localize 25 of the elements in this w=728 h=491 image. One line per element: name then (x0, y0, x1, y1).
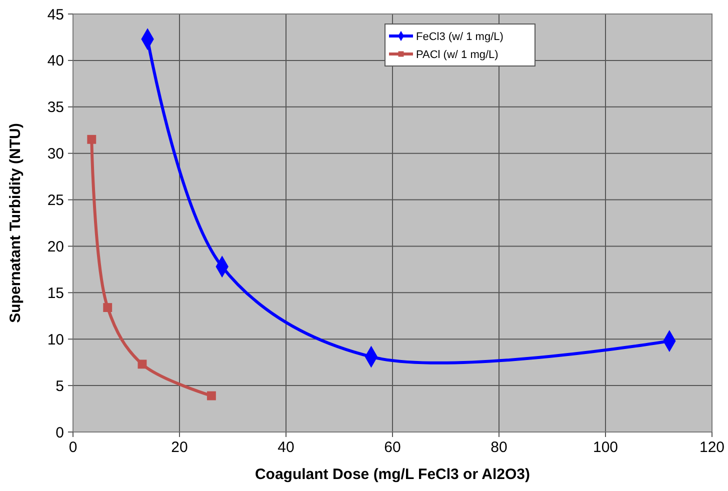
x-tick-label: 60 (384, 439, 401, 456)
y-tick-label: 15 (47, 284, 64, 302)
y-tick-label: 35 (47, 99, 64, 116)
y-tick-label: 30 (47, 146, 64, 163)
y-tick-label: 45 (47, 6, 64, 24)
x-tick-label: 80 (490, 439, 508, 456)
y-tick-label: 25 (47, 192, 64, 210)
y-tick-label: 20 (47, 238, 64, 256)
y-axis-title: Supernatant Turbidity (NTU) (7, 123, 24, 323)
x-axis-title: Coagulant Dose (mg/L FeCl3 or Al2O3) (254, 466, 530, 483)
x-tick-label: 20 (171, 439, 188, 456)
x-tick-label: 100 (592, 439, 618, 456)
point (206, 391, 216, 400)
legend-label: PACl (w/ 1 mg/L) (416, 48, 498, 61)
y-tick-label: 40 (47, 52, 64, 70)
x-tick-label: 40 (278, 439, 294, 456)
x-tick-label: 120 (699, 439, 725, 456)
point (87, 134, 96, 144)
y-tick-label: 5 (56, 378, 64, 395)
point (138, 360, 147, 369)
x-tick-label: 0 (68, 439, 78, 456)
point (103, 303, 112, 312)
y-tick-label: 0 (56, 424, 64, 442)
y-tick-label: 10 (47, 331, 64, 348)
legend-label: FeCl3 (w/ 1 mg/L) (416, 30, 504, 43)
